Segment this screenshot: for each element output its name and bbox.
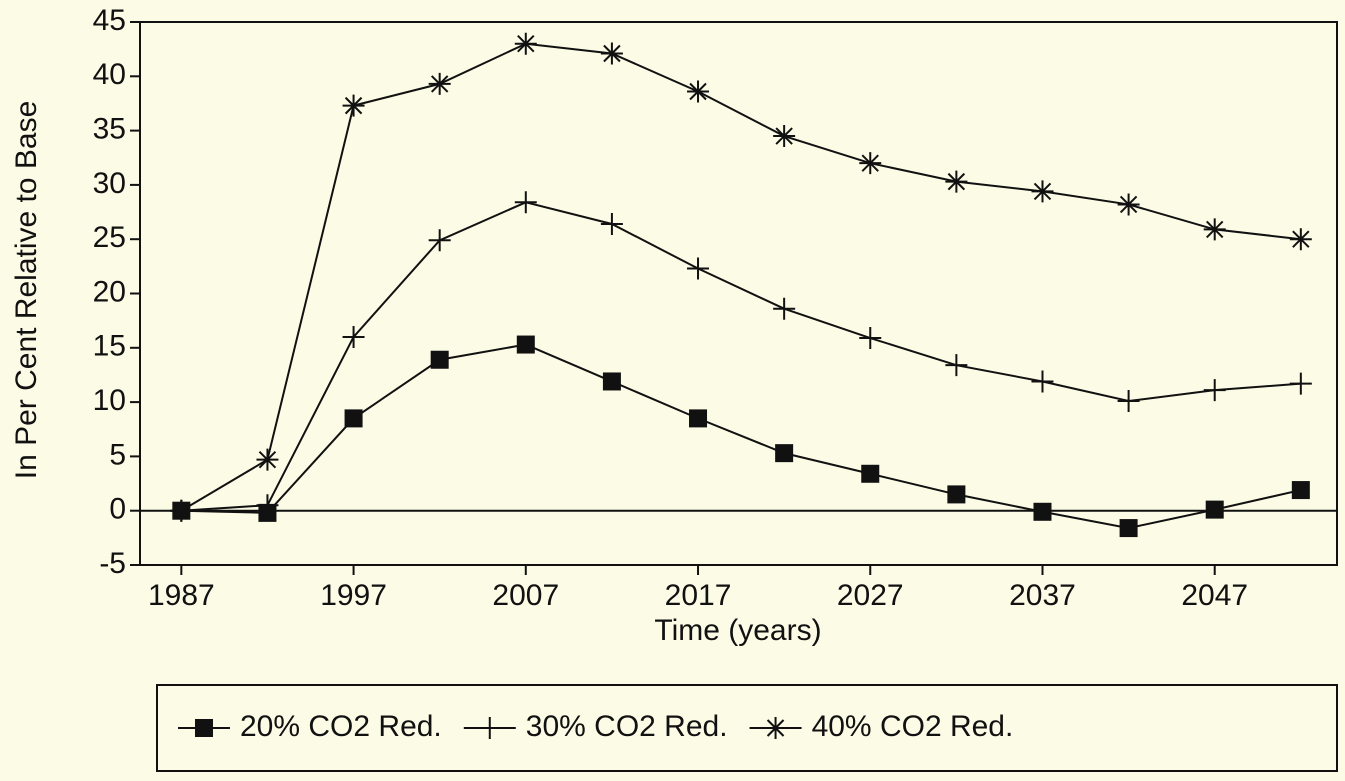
- marker: [773, 297, 796, 320]
- y-tick-label: 35: [93, 113, 126, 146]
- y-tick-label: 25: [93, 221, 126, 254]
- legend-label: 20% CO2 Red.: [240, 710, 442, 743]
- marker: [344, 409, 363, 428]
- legend-label: 40% CO2 Red.: [812, 710, 1014, 743]
- x-tick-label: 1997: [320, 579, 387, 612]
- marker: [1117, 193, 1140, 216]
- x-tick-label: 2047: [1181, 579, 1248, 612]
- marker: [600, 212, 623, 235]
- marker: [775, 444, 794, 463]
- marker: [1289, 228, 1312, 251]
- x-tick-label: 2007: [492, 579, 559, 612]
- marker: [600, 42, 623, 65]
- y-tick-label: 45: [93, 4, 126, 37]
- marker: [945, 354, 968, 377]
- marker: [687, 257, 710, 280]
- marker: [514, 191, 537, 214]
- marker: [1031, 180, 1054, 203]
- series-line: [180, 42, 1301, 512]
- marker: [602, 372, 621, 391]
- legend-box: [156, 684, 1338, 772]
- marker: [687, 80, 710, 103]
- x-tick-label: 2037: [1009, 579, 1076, 612]
- legend-label: 30% CO2 Red.: [526, 710, 728, 743]
- marker: [859, 152, 882, 175]
- y-tick-label: 10: [93, 384, 126, 417]
- marker: [428, 229, 451, 252]
- marker: [516, 335, 535, 354]
- y-tick-label: 5: [109, 438, 126, 471]
- marker: [1289, 372, 1312, 395]
- y-tick-label: 0: [109, 493, 126, 526]
- marker: [428, 72, 451, 95]
- marker: [1291, 481, 1310, 500]
- marker: [256, 494, 279, 517]
- series-line: [181, 201, 1301, 512]
- y-tick-label: 20: [93, 275, 126, 308]
- marker: [342, 94, 365, 117]
- x-tick-label: 1987: [148, 579, 215, 612]
- marker: [342, 325, 365, 348]
- x-tick-label: 2017: [665, 579, 732, 612]
- legend-marker: [195, 719, 213, 737]
- marker: [945, 170, 968, 193]
- marker: [1203, 218, 1226, 241]
- marker: [1031, 370, 1054, 393]
- marker: [514, 32, 537, 55]
- marker: [1119, 519, 1138, 538]
- marker: [1203, 379, 1226, 402]
- marker: [947, 485, 966, 504]
- marker: [773, 125, 796, 148]
- legend-marker: [764, 717, 787, 739]
- marker: [170, 499, 193, 522]
- y-axis-label: In Per Cent Relative to Base: [10, 101, 43, 480]
- y-tick-label: 30: [93, 167, 126, 200]
- y-tick-label: 15: [93, 330, 126, 363]
- y-tick-label: -5: [99, 547, 126, 580]
- marker: [689, 409, 708, 428]
- marker: [430, 350, 449, 369]
- marker: [861, 464, 880, 483]
- x-tick-label: 2027: [837, 579, 904, 612]
- marker: [1117, 390, 1140, 413]
- marker: [1033, 502, 1052, 521]
- marker: [1205, 500, 1224, 519]
- x-axis-label: Time (years): [654, 614, 821, 647]
- legend-marker: [478, 717, 501, 739]
- marker: [859, 327, 882, 350]
- marker: [256, 448, 279, 471]
- series-line: [181, 343, 1302, 530]
- y-tick-label: 40: [93, 58, 126, 91]
